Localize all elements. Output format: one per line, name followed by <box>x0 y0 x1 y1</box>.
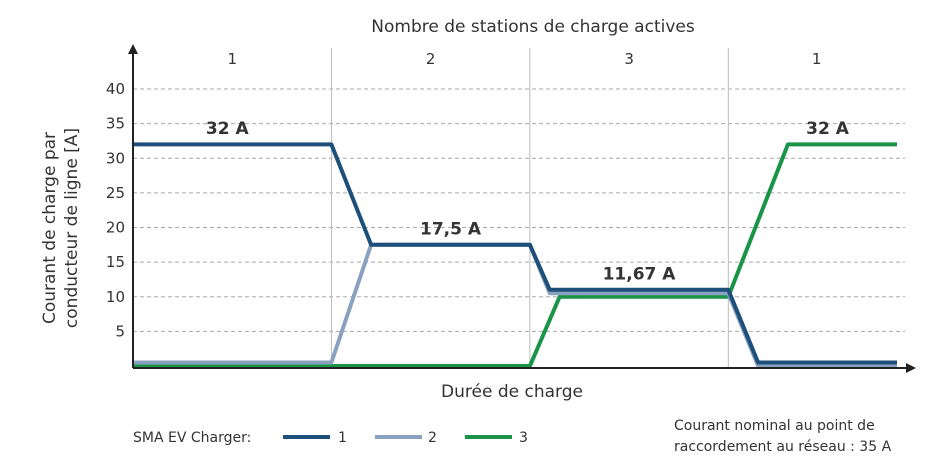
axes <box>128 44 916 373</box>
series-group <box>133 142 897 368</box>
y-axis-label: Courant de charge par conducteur de lign… <box>40 128 82 328</box>
series-line-2 <box>133 242 897 368</box>
y-tick-label: 20 <box>106 219 125 237</box>
series-line-1 <box>133 142 897 365</box>
phase-label-2: 2 <box>426 50 436 68</box>
y-tick-label: 30 <box>106 149 125 167</box>
y-tick-label: 15 <box>106 253 125 271</box>
annotation-1: 32 A <box>206 119 250 139</box>
grid: 5 10 15 20 25 30 35 40 <box>106 80 905 340</box>
annotation-4: 32 A <box>806 119 850 139</box>
legend-label-3: 3 <box>519 430 528 446</box>
note-line1: Courant nominal au point de <box>674 418 875 434</box>
y-axis-arrow <box>128 44 138 54</box>
phase-label-3: 3 <box>624 50 634 68</box>
chart-title: Nombre de stations de charge actives <box>371 17 695 37</box>
legend-label-2: 2 <box>428 430 437 446</box>
phase-label-1: 1 <box>227 50 237 68</box>
annotation-2: 17,5 A <box>420 219 482 239</box>
series-line-3 <box>133 142 897 368</box>
x-axis-arrow <box>906 363 916 373</box>
y-tick-label: 35 <box>106 115 125 133</box>
annotation-3: 11,67 A <box>603 264 677 284</box>
legend-title: SMA EV Charger: <box>133 430 251 446</box>
x-axis-label: Durée de charge <box>441 382 583 402</box>
annotations: 32 A 17,5 A 11,67 A 32 A <box>206 119 850 284</box>
phase-dividers: 1 2 3 1 <box>227 48 821 368</box>
legend: SMA EV Charger: 1 2 3 <box>133 430 528 446</box>
y-axis-label-line2: conducteur de ligne [A] <box>62 128 82 328</box>
y-tick-label: 25 <box>106 184 125 202</box>
note-line2: raccordement au réseau : 35 A <box>674 439 892 455</box>
y-tick-label: 5 <box>115 322 125 340</box>
y-tick-label: 40 <box>106 80 125 98</box>
y-tick-label: 10 <box>106 288 125 306</box>
y-axis-label-line1: Courant de charge par <box>40 132 60 324</box>
legend-label-1: 1 <box>338 430 347 446</box>
phase-label-4: 1 <box>812 50 822 68</box>
